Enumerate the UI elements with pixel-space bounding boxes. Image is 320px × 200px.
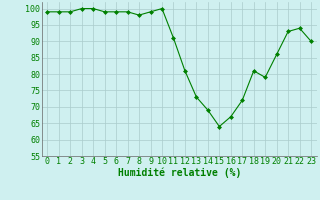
X-axis label: Humidité relative (%): Humidité relative (%): [117, 168, 241, 178]
